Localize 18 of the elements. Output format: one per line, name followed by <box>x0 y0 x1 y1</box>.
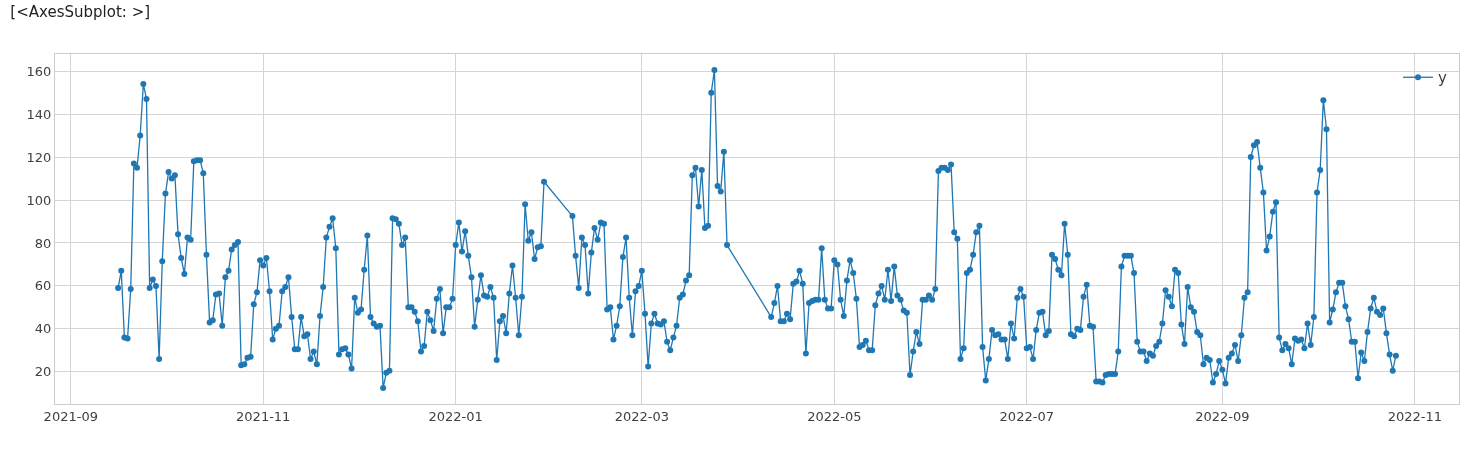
y-tick-label: 40 <box>34 321 52 337</box>
x-tick-label: 2022-07 <box>999 408 1054 424</box>
y-tick-label: 80 <box>34 235 52 251</box>
y-tick-label: 140 <box>26 106 52 122</box>
x-tick-label: 2021-11 <box>236 408 291 424</box>
x-tick-label: 2022-01 <box>428 408 483 424</box>
chart-title: [<AxesSubplot: >] <box>10 3 151 22</box>
y-tick-label: 100 <box>26 192 52 208</box>
y-tick-label: 120 <box>26 149 52 165</box>
x-tick-label: 2022-11 <box>1387 408 1442 424</box>
x-tick-label: 2022-05 <box>807 408 862 424</box>
legend-label: y <box>1437 69 1447 88</box>
y-tick-label: 20 <box>34 364 52 380</box>
x-tick-label: 2022-03 <box>614 408 669 424</box>
y-tick-label: 160 <box>26 63 52 79</box>
x-tick-label: 2021-09 <box>43 408 98 424</box>
y-tick-label: 60 <box>34 278 52 294</box>
x-tick-label: 2022-09 <box>1195 408 1250 424</box>
